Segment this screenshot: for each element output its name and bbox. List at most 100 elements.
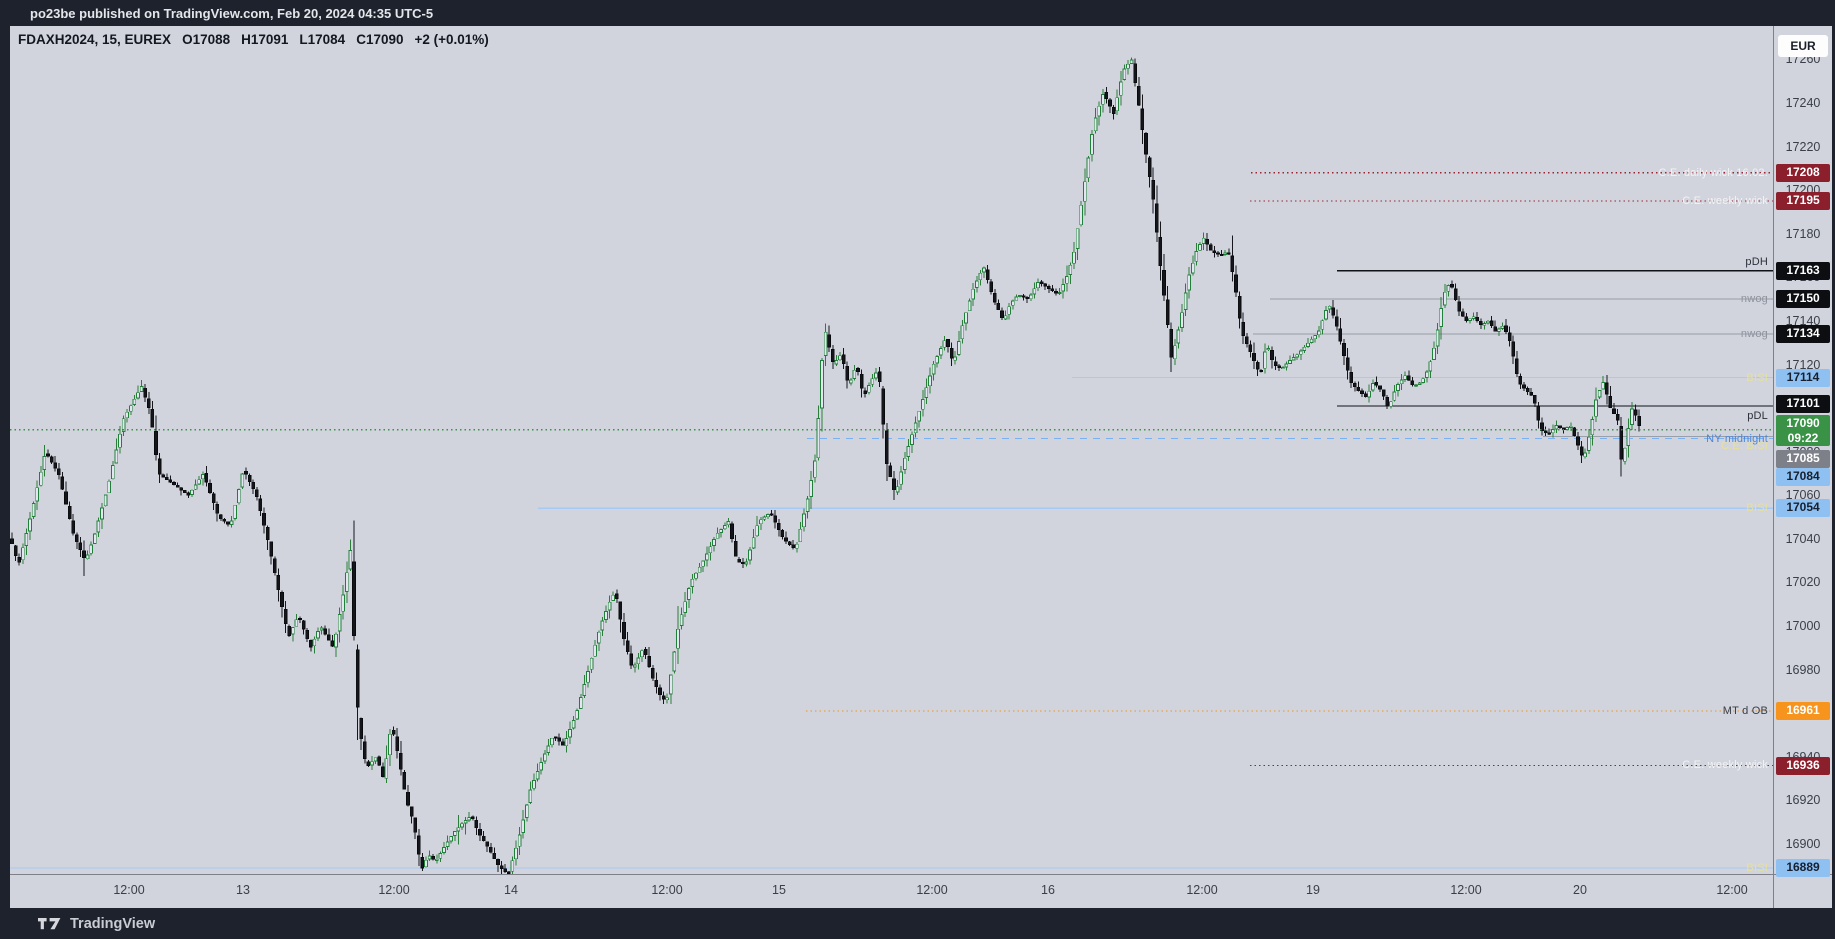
price-axis[interactable]: EUR 172601724017220172001718017160171401…: [1774, 26, 1832, 877]
candle-body: [82, 550, 86, 558]
candle-body: [1576, 436, 1580, 446]
candle-body: [118, 433, 122, 448]
price-badge: 17150: [1776, 290, 1830, 308]
time-tick: 20: [1573, 883, 1587, 897]
candles-layer: [10, 57, 1773, 874]
candle-wick: [771, 510, 773, 516]
candle-body: [1223, 252, 1228, 256]
candle-body: [1183, 292, 1188, 310]
candle-body: [1637, 415, 1642, 427]
candle-body: [337, 614, 342, 632]
candle-body: [946, 339, 950, 347]
candle-wick: [11, 532, 13, 545]
candle-body: [290, 627, 295, 635]
candle-body: [1169, 328, 1174, 358]
candle-body: [1104, 92, 1109, 99]
candle-body: [1054, 290, 1058, 294]
symbol-legend[interactable]: FDAXH2024, 15, EUREX O17088 H17091 L1708…: [18, 32, 489, 47]
candle-body: [1407, 375, 1411, 381]
candle-body: [1554, 425, 1559, 430]
candle-body: [647, 656, 651, 667]
candle-wick: [1228, 248, 1230, 255]
candle-body: [370, 761, 374, 766]
legend-close: C17090: [356, 32, 404, 47]
candle-body: [1479, 320, 1483, 325]
candle-body: [982, 267, 986, 273]
candle-body: [470, 816, 475, 820]
candle-body: [849, 379, 853, 384]
candle-body: [636, 657, 641, 665]
candle-body: [910, 434, 914, 445]
candle-body: [892, 478, 896, 491]
candle-body: [1324, 310, 1328, 320]
candle-body: [1543, 430, 1548, 434]
candle-wick: [555, 736, 557, 741]
candle-body: [1014, 296, 1019, 301]
candle-body: [46, 453, 50, 457]
candle-body: [334, 633, 338, 648]
candle-body: [452, 831, 457, 837]
candle-body: [373, 757, 378, 762]
candle-body: [1032, 288, 1037, 295]
candle-body: [272, 558, 277, 574]
time-tick: 12:00: [1716, 883, 1748, 897]
level-label: nwog: [1740, 293, 1768, 306]
candle-body: [510, 860, 515, 872]
legend-change: +2 (+0.01%): [414, 32, 489, 47]
candle-body: [697, 566, 702, 573]
candle-body: [827, 334, 831, 348]
candle-body: [1115, 97, 1120, 112]
candle-body: [1468, 318, 1472, 322]
candle-body: [352, 561, 356, 636]
candle-body: [1399, 379, 1404, 385]
candle-body: [413, 817, 417, 833]
candle-body: [1345, 357, 1350, 371]
candle-body: [1515, 358, 1519, 375]
candle-body: [67, 506, 72, 520]
candle-body: [993, 293, 997, 303]
candle-body: [283, 608, 288, 624]
candle-body: [1612, 408, 1616, 414]
candle-body: [438, 852, 443, 859]
candle-body: [1317, 330, 1321, 336]
candle-body: [1198, 244, 1202, 251]
candle-body: [1165, 299, 1170, 325]
candle-body: [427, 855, 432, 860]
candle-body: [1000, 310, 1004, 319]
candle-body: [244, 470, 248, 475]
candle-body: [798, 528, 803, 543]
candle-body: [416, 835, 421, 855]
candle-body: [402, 772, 407, 790]
candle-body: [395, 736, 399, 752]
tradingview-logo-icon[interactable]: [38, 915, 61, 932]
chart-plot[interactable]: C.E. daily wick 16.02. C.E. weekly wick pD…: [10, 26, 1773, 874]
candle-body: [1227, 252, 1231, 255]
candle-body: [1565, 427, 1570, 430]
candle-body: [1101, 93, 1105, 105]
candle-body: [575, 710, 579, 720]
candle-body: [348, 549, 353, 570]
candle-body: [103, 494, 108, 507]
candle-body: [931, 363, 936, 375]
price-tick: 17180: [1785, 226, 1821, 241]
candle-body: [762, 516, 767, 520]
price-badge: 17195: [1776, 192, 1830, 210]
candle-body: [838, 355, 842, 361]
time-axis[interactable]: 12:00 13 12:00 14 12:00 15 12:00 16 12:00 19 12:00…: [10, 874, 1832, 908]
candle-wick: [1494, 320, 1496, 332]
candle-body: [1234, 274, 1238, 293]
candle-body: [161, 474, 166, 478]
candle-body: [1572, 427, 1577, 436]
time-tick: 12:00: [651, 883, 683, 897]
candle-body: [1205, 238, 1210, 245]
candle-body: [1248, 344, 1253, 353]
tradingview-logo-text[interactable]: TradingView: [70, 915, 156, 932]
candle-body: [543, 753, 547, 762]
candle-body: [766, 514, 770, 518]
candle-body: [1511, 341, 1516, 357]
candle-body: [1079, 204, 1084, 226]
candle-body: [341, 594, 345, 612]
candle-body: [316, 631, 320, 639]
candle-body: [532, 780, 536, 789]
candle-body: [1133, 63, 1138, 83]
